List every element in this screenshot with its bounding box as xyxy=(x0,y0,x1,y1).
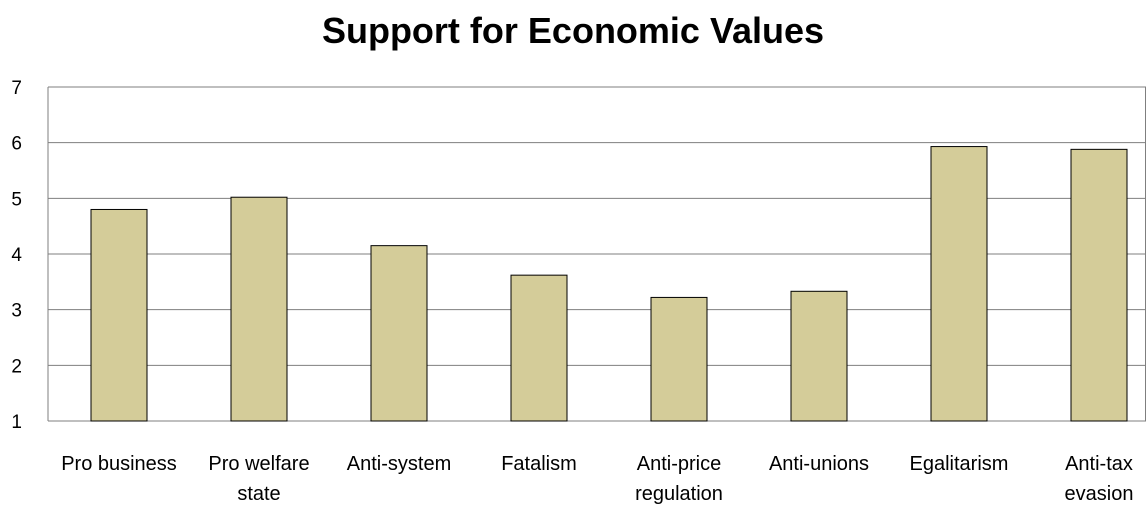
labels: 1 2 3 4 5 6 7 Pro business Pro welfare state Anti-… xyxy=(11,78,1133,505)
x-tick-label: Fatalism xyxy=(501,453,577,475)
y-tick-label: 1 xyxy=(11,412,22,433)
bar xyxy=(230,196,288,422)
bars xyxy=(90,146,1128,422)
y-tick-label: 7 xyxy=(11,78,22,99)
y-tick-label: 5 xyxy=(11,189,22,210)
x-tick-label: Egalitarism xyxy=(910,453,1009,475)
bar xyxy=(370,245,428,422)
chart-title: Support for Economic Values xyxy=(321,10,825,51)
x-tick-label: Anti-price xyxy=(637,453,721,475)
x-tick-label: Anti-tax xyxy=(1065,453,1133,475)
bar xyxy=(90,208,148,422)
x-tick-label: Anti-system xyxy=(347,453,451,475)
y-tick-label: 2 xyxy=(11,356,22,377)
y-tick-label: 6 xyxy=(11,134,22,155)
bar xyxy=(930,146,988,422)
bar xyxy=(790,290,848,422)
bar xyxy=(1070,148,1128,422)
y-tick-label: 3 xyxy=(11,301,22,322)
x-tick-label: state xyxy=(237,483,280,505)
y-tick-label: 4 xyxy=(11,245,22,266)
x-tick-label: evasion xyxy=(1065,483,1134,505)
bar xyxy=(650,296,708,422)
x-tick-label: Anti-unions xyxy=(769,453,869,475)
x-tick-label: regulation xyxy=(635,483,723,505)
x-tick-label: Pro welfare xyxy=(208,453,309,475)
x-tick-label: Pro business xyxy=(61,453,177,475)
bar xyxy=(510,274,568,422)
